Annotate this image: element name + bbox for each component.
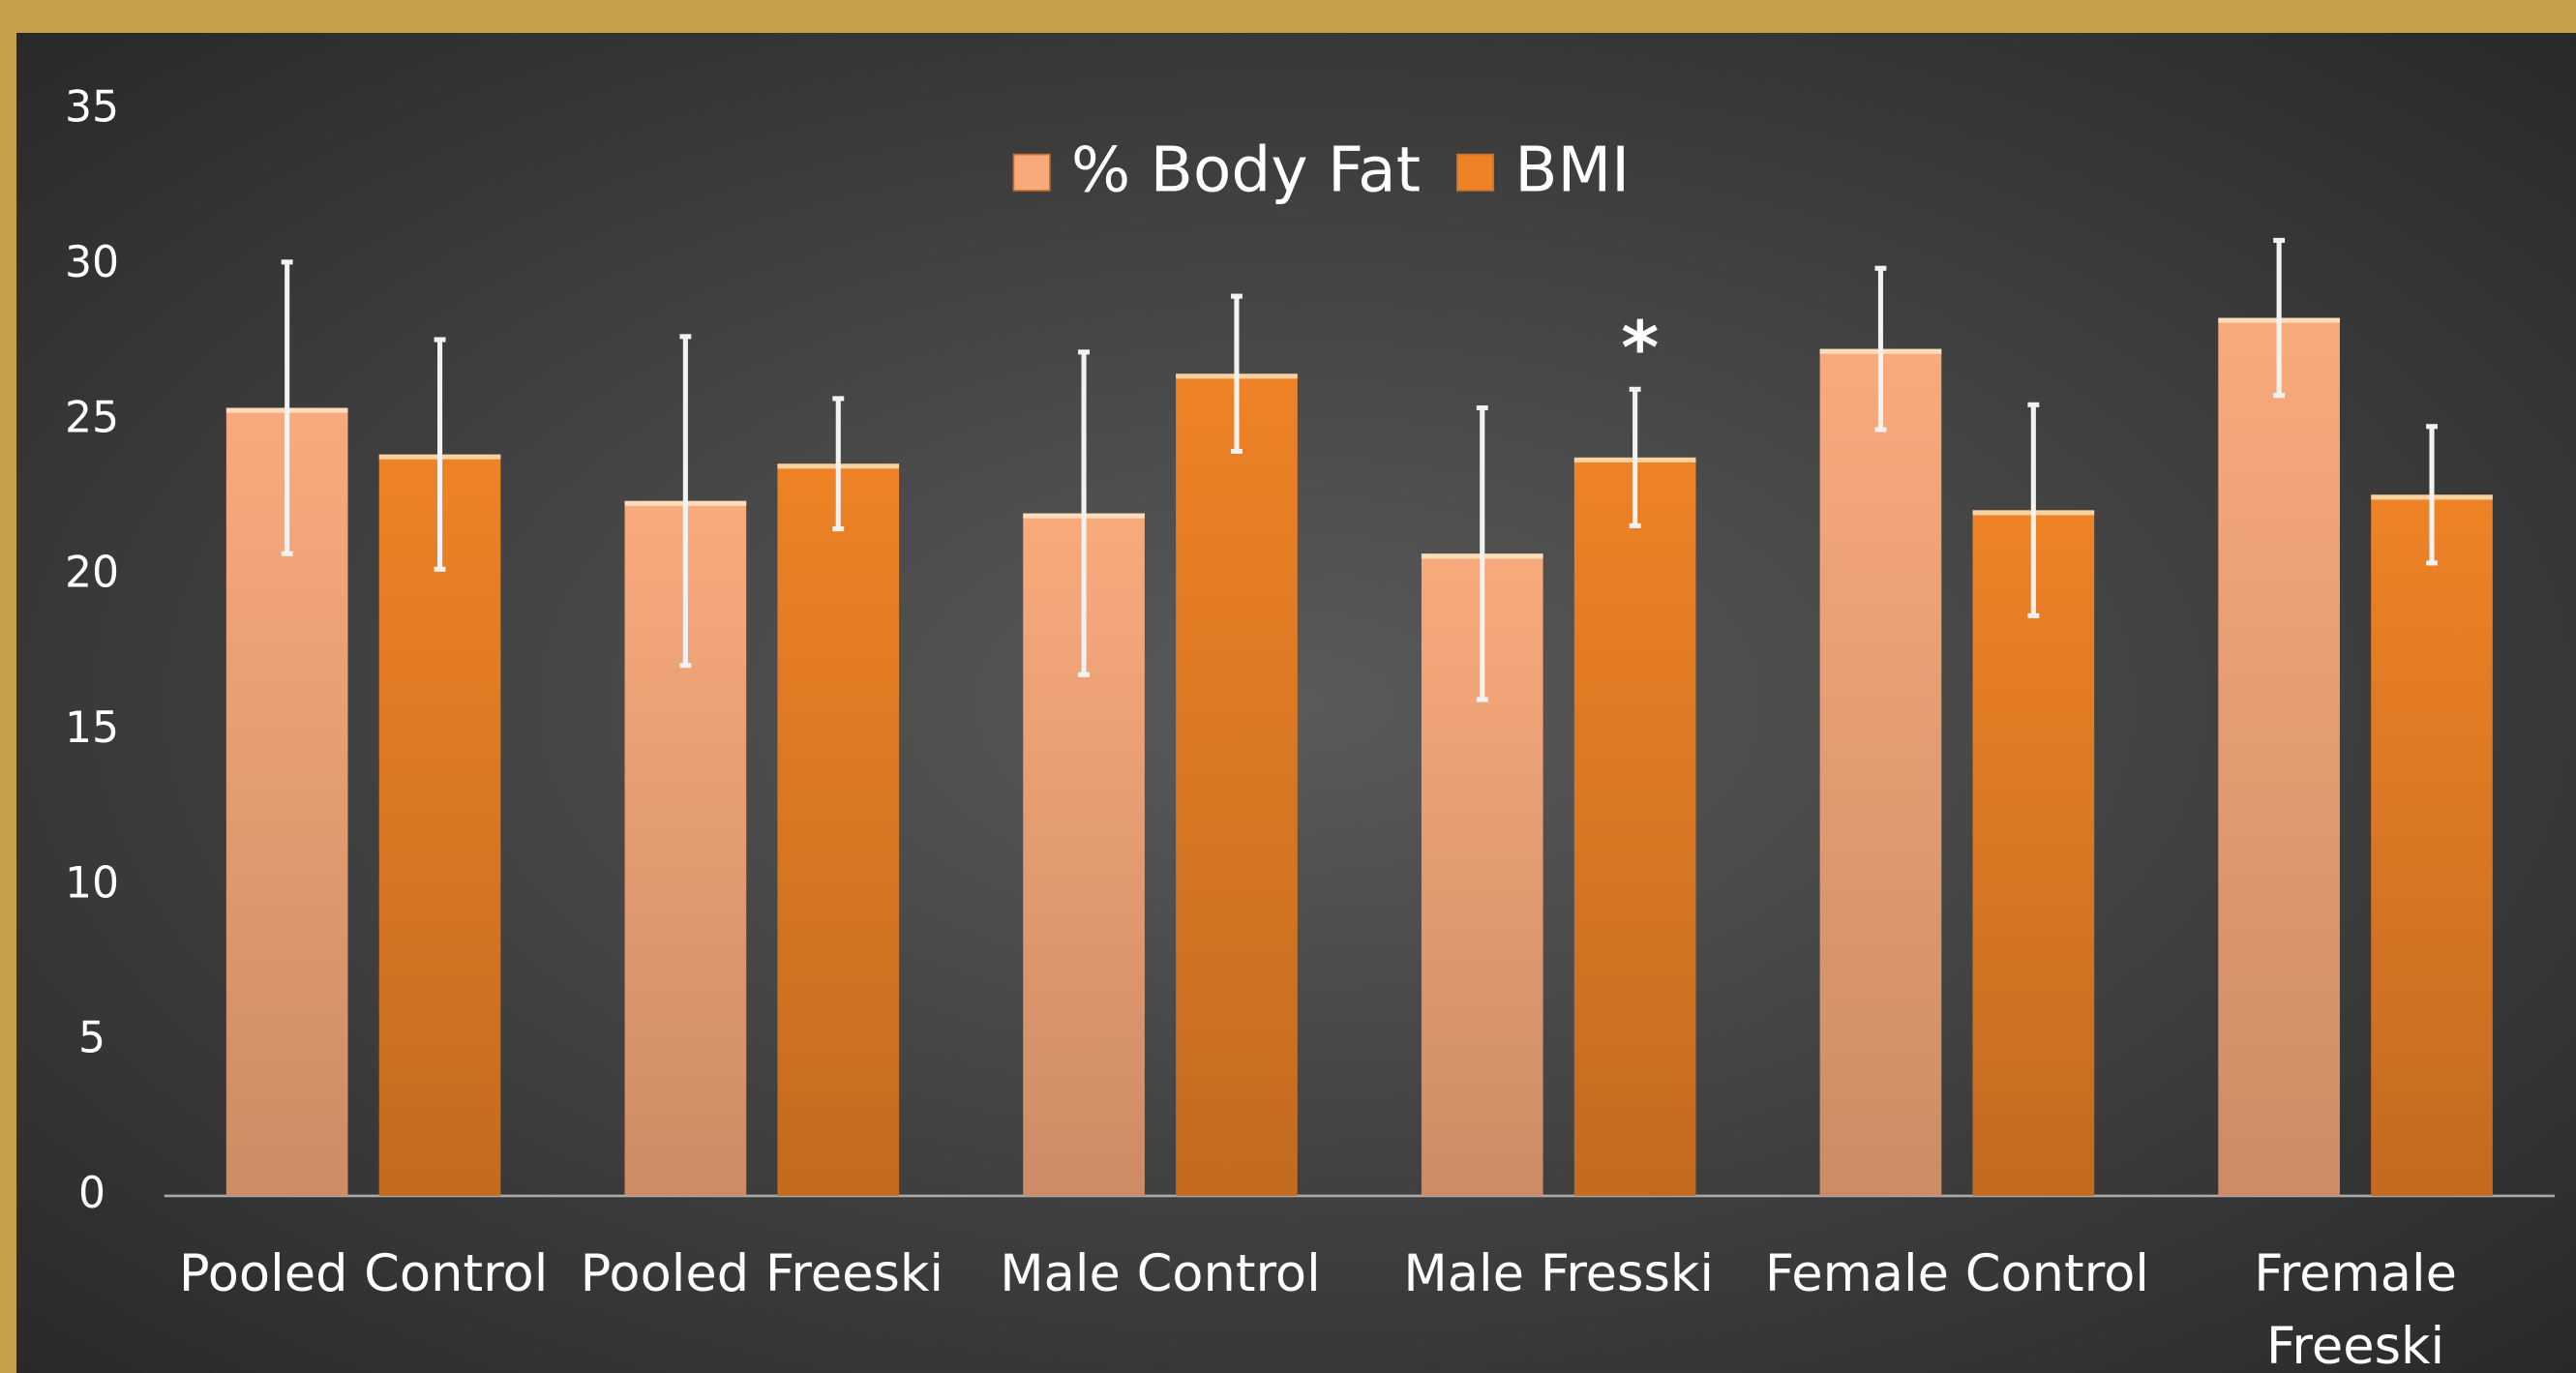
error-bar [679,334,692,669]
error-bar [832,396,845,532]
plot: 0 5 10 15 20 25 30 35 Pooled Control Pooled Frees… [65,83,2555,1373]
y-tick-label: 35 [65,83,119,133]
error-bar [2273,237,2286,399]
x-tick-label: Male Fresski [1403,1244,1714,1303]
x-tick-label: Pooled Control [179,1244,549,1303]
x-tick-label: Female Control [1765,1244,2149,1303]
y-tick-label: 10 [65,858,119,908]
bar-shade [378,454,501,1196]
legend-label: % Body Fat [1071,134,1421,207]
error-bar [1874,265,1887,433]
error-bar [1476,404,1488,702]
bar-shade [777,463,900,1196]
legend-swatch [1456,153,1495,192]
legend-label: BMI [1514,134,1630,207]
x-tick-label: Pooled Freeski [581,1244,944,1303]
bar-shade [2218,317,2340,1196]
y-tick-label: 25 [65,393,119,442]
error-bar [2426,424,2438,566]
y-tick-label: 15 [65,703,119,753]
bar-shade [1573,457,1696,1196]
x-tick-label: Fremale Freeski [2254,1244,2457,1373]
error-bar [281,259,293,556]
bar-shade [2371,494,2493,1196]
x-tick-label: Male Control [1000,1244,1321,1303]
error-bar [434,337,446,572]
error-bar [1231,293,1243,454]
bar-shade [1819,348,1942,1196]
error-bar [1078,349,1090,677]
y-tick-label: 20 [65,549,119,598]
annotation: * [1621,306,1659,390]
y-tick-label: 30 [65,238,119,287]
bar-shade [1972,510,2095,1196]
error-bar [2027,402,2040,618]
error-bar [1629,386,1641,528]
bar-shade [1176,373,1298,1196]
y-tick-label: 5 [78,1014,105,1063]
legend-swatch [1012,153,1051,192]
y-tick-label: 0 [78,1169,105,1218]
